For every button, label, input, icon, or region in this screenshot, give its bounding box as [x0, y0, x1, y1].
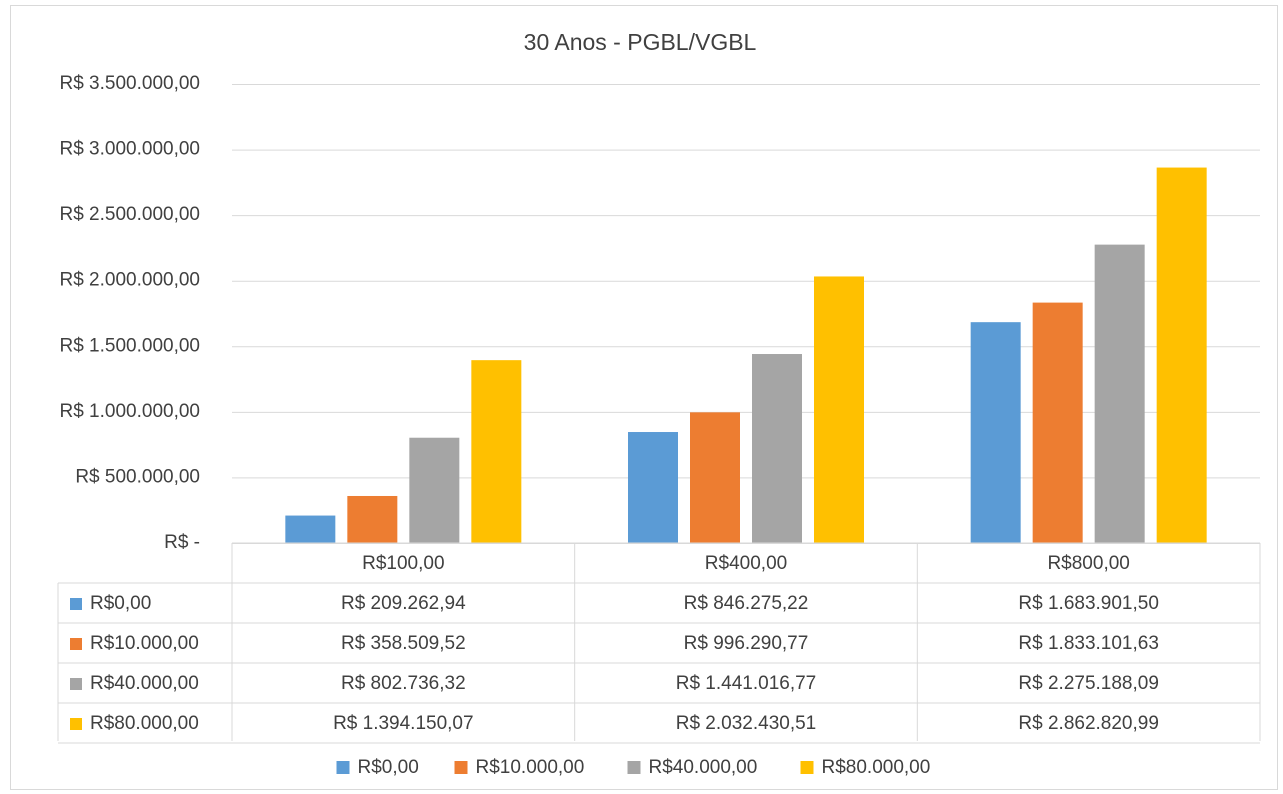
x-tick-label: R$100,00 [362, 553, 444, 574]
legend-key [627, 761, 641, 774]
x-tick-label: R$800,00 [1047, 553, 1129, 574]
table-cell: R$ 2.275.188,09 [1018, 673, 1159, 694]
bar [471, 360, 522, 543]
table-cell: R$ 209.262,94 [341, 593, 466, 614]
table-row-label: R$80.000,00 [90, 713, 199, 734]
table-row-label: R$10.000,00 [90, 633, 199, 654]
bar [628, 432, 678, 543]
legend-key [454, 761, 468, 774]
table-cell: R$ 996.290,77 [684, 633, 809, 654]
bar [1032, 302, 1083, 543]
chart-border [10, 5, 1278, 790]
table-cell: R$ 1.833.101,63 [1018, 633, 1159, 654]
table-cell: R$ 846.275,22 [684, 593, 809, 614]
bar [690, 412, 740, 543]
table-cell: R$ 1.683.901,50 [1018, 593, 1159, 614]
bar [285, 515, 336, 543]
y-tick-label: R$ - [164, 532, 200, 553]
bar [814, 276, 864, 543]
table-cell: R$ 1.394.150,07 [333, 713, 474, 734]
legend-key [336, 761, 350, 774]
x-tick-label: R$400,00 [705, 553, 787, 574]
y-tick-label: R$ 1.000.000,00 [59, 401, 200, 422]
table-legend-key [70, 718, 82, 730]
bar [970, 322, 1021, 543]
legend-label: R$80.000,00 [822, 757, 931, 778]
bar [1156, 167, 1207, 544]
table-cell: R$ 1.441.016,77 [676, 673, 817, 694]
legend-key [800, 761, 814, 774]
bar [752, 354, 802, 543]
table-cell: R$ 2.862.820,99 [1018, 713, 1159, 734]
table-row-label: R$40.000,00 [90, 673, 199, 694]
legend-label: R$10.000,00 [476, 757, 585, 778]
y-tick-label: R$ 2.500.000,00 [59, 204, 200, 225]
legend-label: R$0,00 [358, 757, 419, 778]
table-cell: R$ 802.736,32 [341, 673, 466, 694]
y-tick-label: R$ 500.000,00 [75, 466, 200, 487]
legend-label: R$40.000,00 [649, 757, 758, 778]
y-tick-label: R$ 3.500.000,00 [59, 73, 200, 94]
y-tick-label: R$ 1.500.000,00 [59, 335, 200, 356]
table-legend-key [70, 598, 82, 610]
bar [1094, 244, 1145, 543]
table-legend-key [70, 638, 82, 650]
bar [409, 437, 460, 543]
table-cell: R$ 2.032.430,51 [676, 713, 817, 734]
bar [347, 495, 398, 543]
y-tick-label: R$ 2.000.000,00 [59, 270, 200, 291]
y-tick-label: R$ 3.000.000,00 [59, 139, 200, 160]
chart-title: 30 Anos - PGBL/VGBL [524, 29, 757, 55]
table-legend-key [70, 678, 82, 690]
table-row-label: R$0,00 [90, 593, 151, 614]
table-cell: R$ 358.509,52 [341, 633, 466, 654]
